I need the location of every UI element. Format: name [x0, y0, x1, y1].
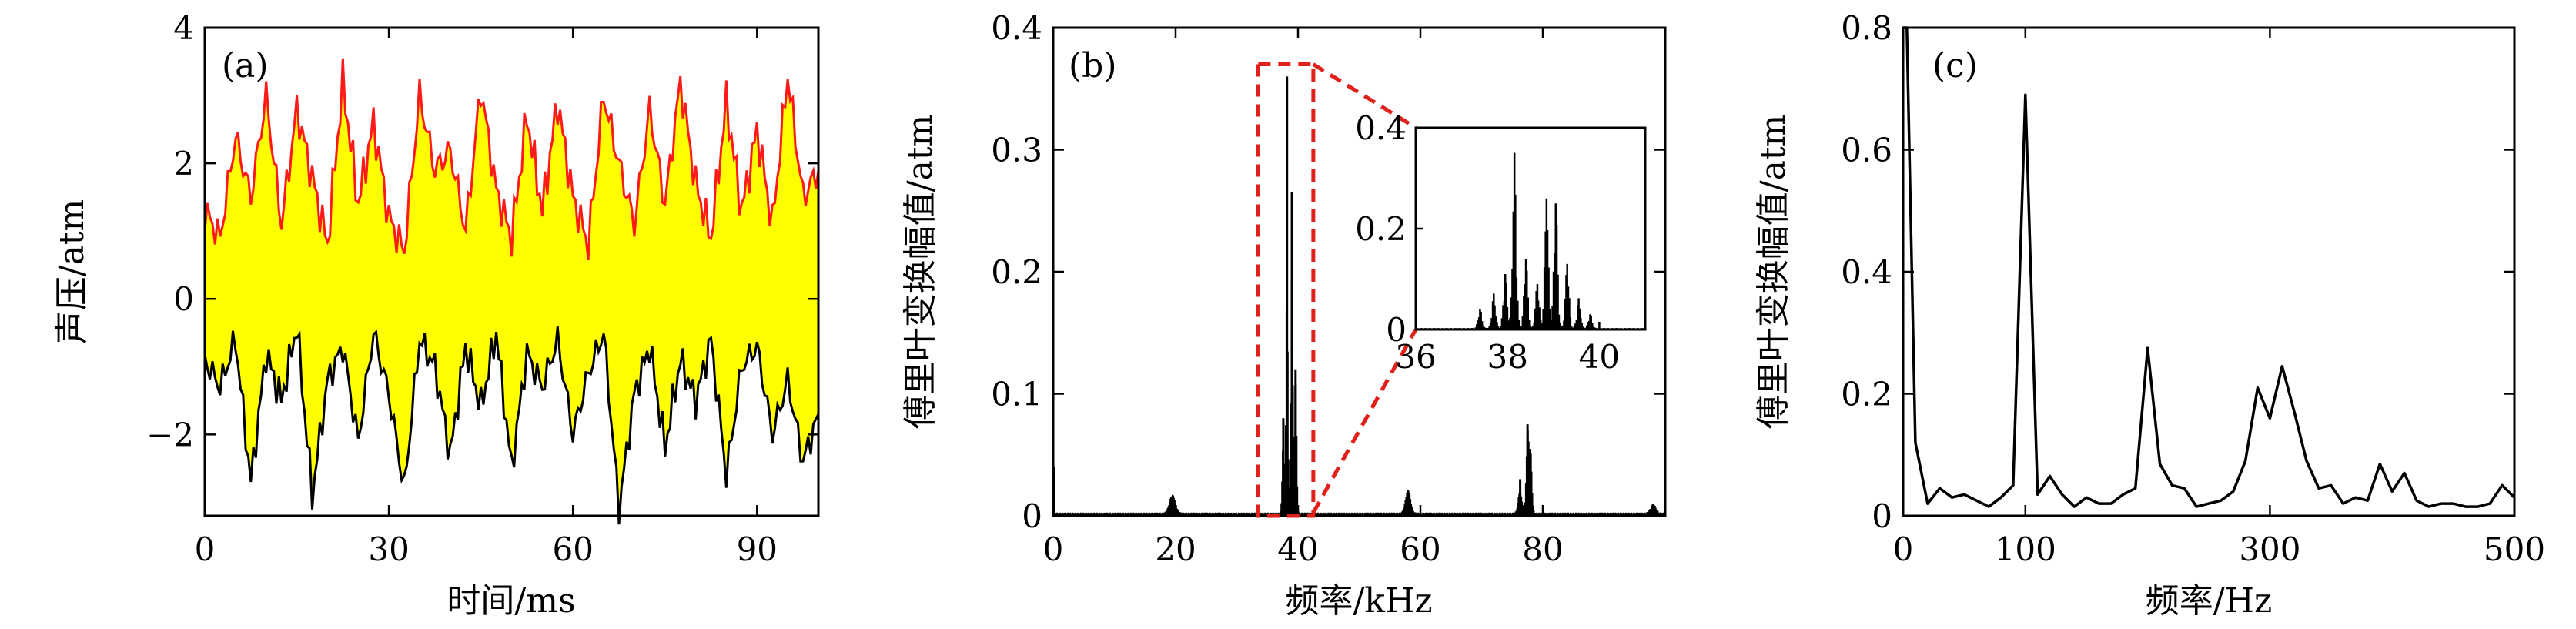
a-upper-envelope-line: [203, 58, 820, 261]
a-plot-area: [203, 58, 820, 525]
chart_data.1-xtick-label: 40: [1277, 530, 1318, 568]
b-inset-ytick-label: 0: [1386, 311, 1407, 349]
c-spectrum-line: [1903, 26, 2516, 508]
chart_data.1-ytick-label: 0.2: [991, 253, 1042, 291]
b-inset-xtick-label: 38: [1487, 338, 1527, 376]
chart_data.0-ytick-label: 4: [173, 9, 194, 47]
b-inset-ytick-label: 0.2: [1355, 210, 1407, 248]
chart_data.0-xtick-label: 90: [737, 530, 778, 568]
a-xticks: 0 30 60 90: [195, 28, 778, 568]
b-zoom-connector-top: [1312, 62, 1417, 130]
chart_data.1-ytick-label: 0.1: [991, 376, 1042, 413]
b-inset-ytick-label: 0.4: [1355, 109, 1407, 147]
b-inset-xtick-label: 40: [1579, 338, 1620, 376]
chart_data.0-xtick-label: 60: [552, 530, 593, 568]
b-inset: 36 38 40 0 0.2 0.4: [1355, 109, 1647, 376]
c-xlabel: 频率/Hz: [2146, 581, 2272, 621]
b-inset-yticks: 0 0.2 0.4: [1355, 109, 1423, 349]
chart_data.0-ytick-label: −2: [146, 416, 194, 453]
chart_data.2-ytick-label: 0.6: [1841, 132, 1892, 169]
b-xticks: 0 20 40 60 80: [1043, 28, 1564, 568]
chart_data.2-ytick-label: 0.4: [1841, 253, 1892, 291]
a-yellow-band: [205, 58, 818, 525]
chart_data.2-ytick-label: 0.2: [1841, 376, 1892, 413]
b-xlabel: 频率/kHz: [1285, 581, 1432, 621]
b-inset-background: [1416, 128, 1645, 330]
c-xticks: 0 100 300 500: [1893, 28, 2545, 568]
a-axes-frame: [203, 26, 820, 517]
panel-c: 0 100 300 500 0 0.2 0.4 0.6 0.8 (c) 频率/Hz 傅里叶变换…: [1754, 9, 2545, 621]
panel-b: 0 20 40 60 80 0 0.1 0.2 0.3 0.4 (b) 频率/kHz 傅里叶变换…: [901, 9, 1667, 621]
chart_data.1-xtick-label: 0: [1043, 530, 1064, 568]
a-xlabel: 时间/ms: [447, 581, 575, 621]
b-inset-xticks: 36 38 40: [1395, 322, 1620, 376]
chart_data.2-xtick-label: 500: [2484, 530, 2545, 568]
c-axes-frame: [1902, 26, 2516, 517]
chart_data.1-ytick-label: 0: [1022, 497, 1042, 535]
chart_data.1-ytick-label: 0.4: [991, 9, 1042, 47]
b-yticks: 0 0.1 0.2 0.3 0.4: [991, 9, 1665, 535]
chart_data.0-xtick-label: 30: [368, 530, 409, 568]
chart_data.1-xtick-label: 20: [1155, 530, 1196, 568]
c-yticks: 0 0.2 0.4 0.6 0.8: [1841, 9, 2514, 535]
a-ylabel: 声压/atm: [52, 199, 92, 344]
a-lower-envelope-line: [203, 326, 820, 525]
b-ylabel: 傅里叶变换幅值/atm: [901, 115, 940, 429]
c-plot-area: [1902, 26, 2516, 508]
chart_data.1-xtick-label: 60: [1400, 530, 1440, 568]
b-zoom-connector-bottom: [1311, 328, 1418, 514]
chart_data.2-ytick-label: 0.8: [1841, 9, 1892, 47]
chart_data.2-xtick-label: 0: [1893, 530, 1914, 568]
panel-a: 0 30 60 90 −2 0 2 4 (a) 时间/ms 声压/atm: [52, 9, 820, 621]
b-inset-xtick-label: 36: [1395, 338, 1436, 376]
c-panel-label: (c): [1932, 46, 1978, 85]
chart_data.2-xtick-label: 300: [2239, 530, 2300, 568]
b-panel-label: (b): [1069, 46, 1117, 85]
chart_data.1-xtick-label: 80: [1522, 530, 1563, 568]
c-ylabel: 傅里叶变换幅值/atm: [1754, 115, 1793, 429]
b-zoom-box: [1256, 62, 1316, 518]
a-panel-label: (a): [222, 46, 269, 85]
chart_data.2-xtick-label: 100: [1995, 530, 2056, 568]
chart_data.0-ytick-label: 0: [173, 280, 194, 318]
a-yticks: −2 0 2 4: [146, 9, 818, 453]
chart_data.1-ytick-label: 0.3: [991, 132, 1042, 169]
chart_data.2-ytick-label: 0: [1872, 497, 1892, 535]
b-zoom-indicator: [1256, 62, 1418, 518]
chart_data.0-xtick-label: 0: [195, 530, 216, 568]
chart_data.0-ytick-label: 2: [173, 145, 194, 182]
